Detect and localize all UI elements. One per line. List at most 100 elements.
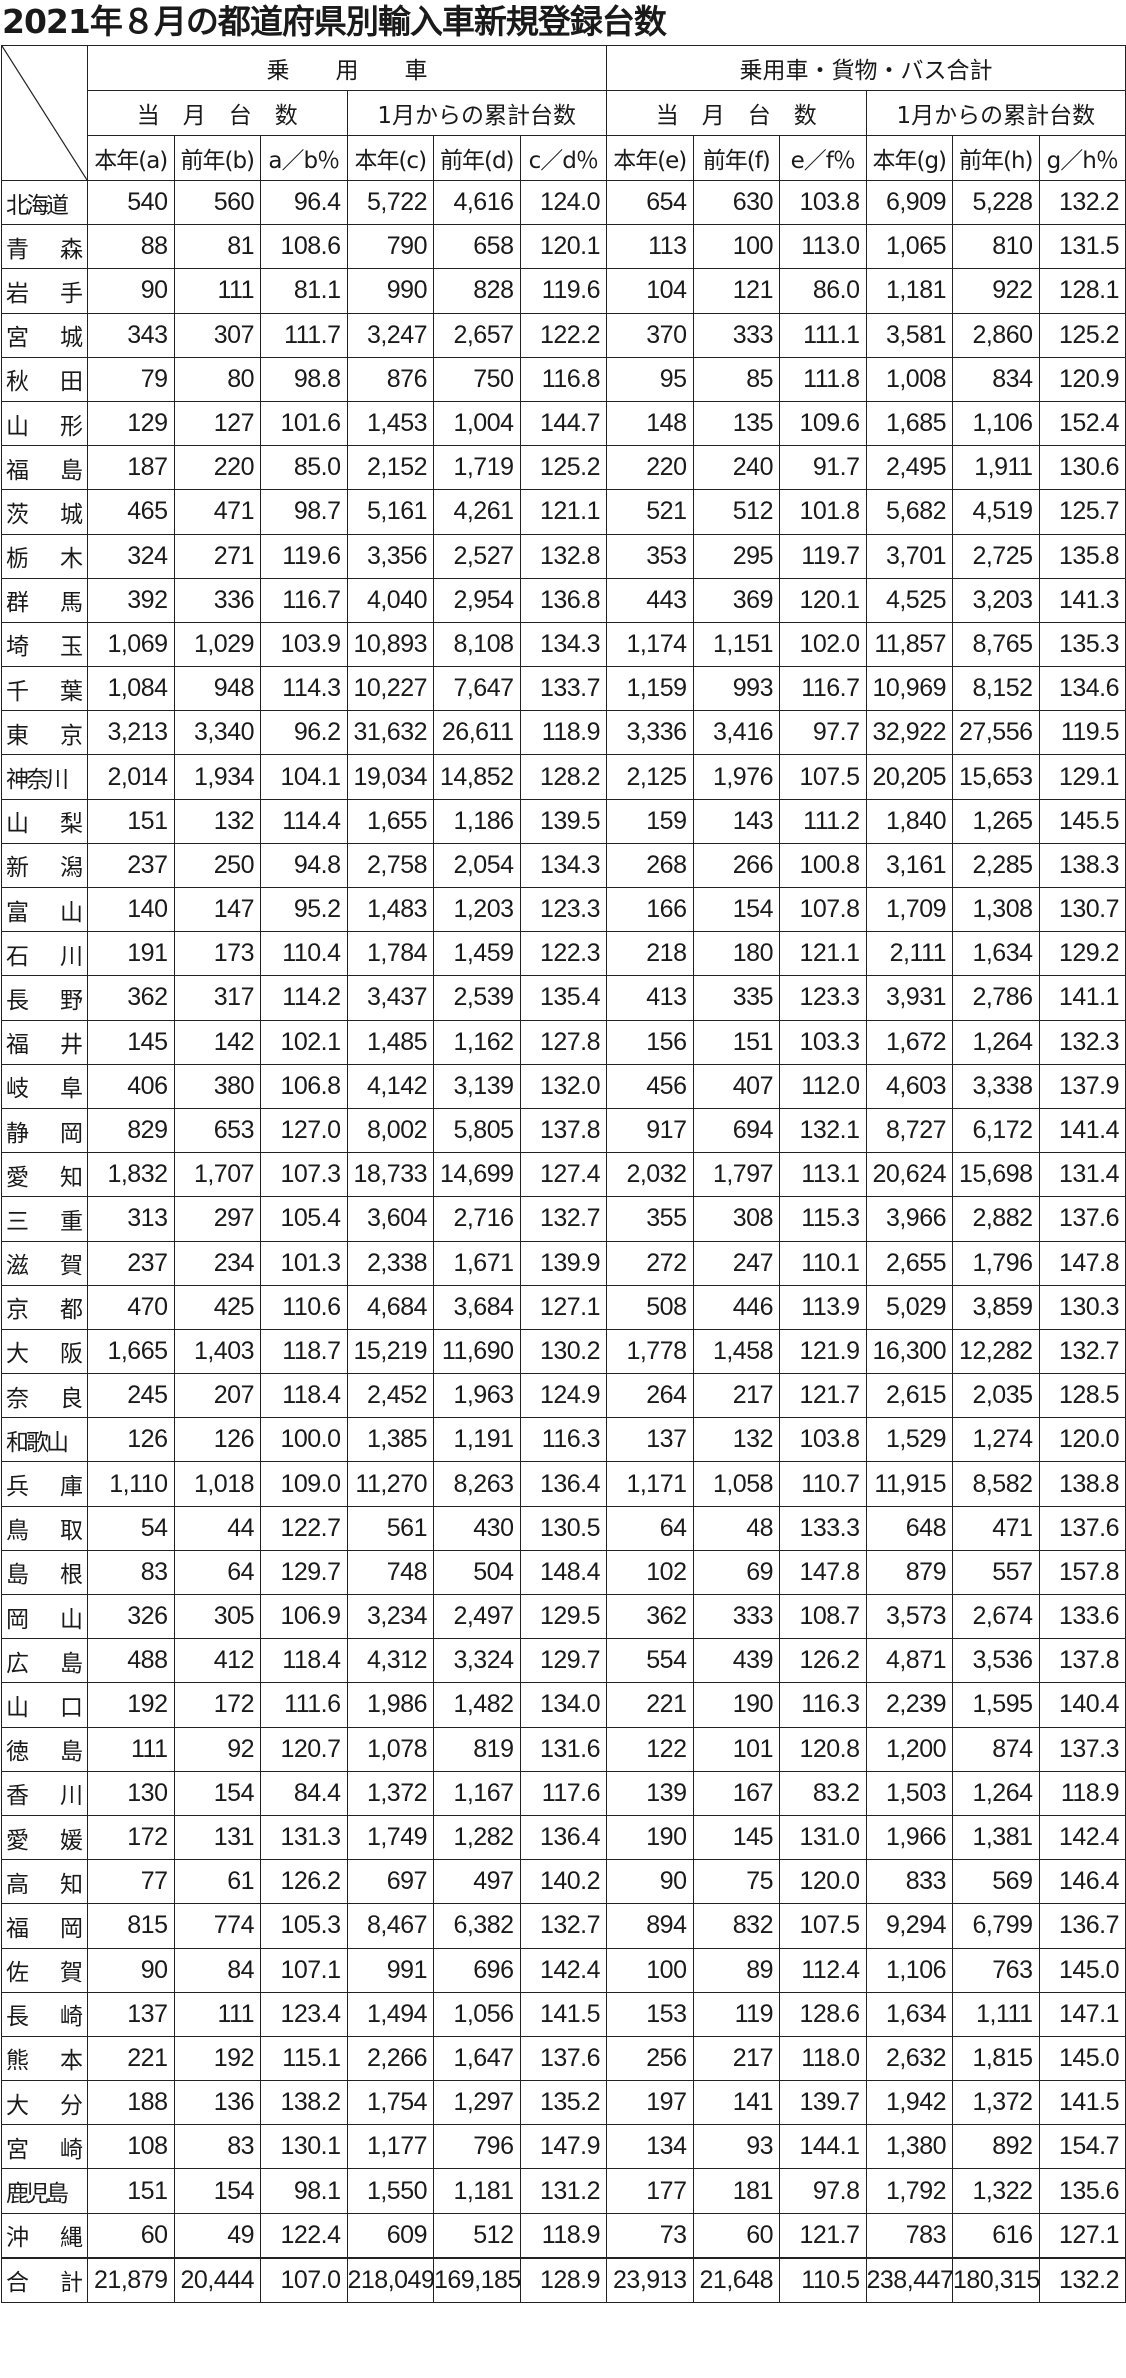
value-cell: 4,871 xyxy=(865,1638,953,1684)
column-header: 本年(g) xyxy=(865,135,953,181)
prefecture-name: 三重 xyxy=(1,1196,88,1242)
value-cell: 131.6 xyxy=(519,1726,607,1772)
prefecture-name: 千葉 xyxy=(1,666,88,712)
value-cell: 166 xyxy=(606,886,694,933)
value-cell: 3,931 xyxy=(865,975,953,1021)
value-cell: 181 xyxy=(692,2168,780,2214)
value-cell: 23,913 xyxy=(606,2256,694,2303)
value-cell: 113.9 xyxy=(779,1284,867,1330)
value-cell: 126 xyxy=(87,1417,175,1463)
column-header: e／f％ xyxy=(779,135,867,181)
value-cell: 1,069 xyxy=(87,621,175,668)
value-cell: 3,234 xyxy=(346,1593,434,1640)
prefecture-name: 島根 xyxy=(1,1549,88,1596)
prefecture-name: 茨城 xyxy=(1,489,88,535)
value-cell: 127.8 xyxy=(519,1019,607,1065)
prefecture-name: 石川 xyxy=(1,931,88,977)
prefecture-name: 宮崎 xyxy=(1,2124,88,2170)
value-cell: 430 xyxy=(433,1505,521,1551)
value-cell: 103.9 xyxy=(260,621,348,668)
value-cell: 465 xyxy=(87,489,175,535)
value-cell: 120.8 xyxy=(779,1726,867,1772)
prefecture-label: 群馬 xyxy=(6,590,83,617)
table-row: 千葉 1,084 948 114.3 10,227 7,647 133.7 1,159 993 1… xyxy=(1,666,1126,712)
value-cell: 148.4 xyxy=(519,1549,607,1596)
value-cell: 110.5 xyxy=(779,2256,867,2303)
value-cell: 245 xyxy=(87,1373,175,1419)
value-cell: 119.6 xyxy=(260,533,348,579)
value-cell: 136.4 xyxy=(519,1461,607,1507)
value-cell: 128.1 xyxy=(1038,268,1126,314)
value-cell: 111.2 xyxy=(779,798,867,844)
value-cell: 113.0 xyxy=(779,224,867,270)
value-cell: 1,264 xyxy=(952,1770,1040,1816)
value-cell: 1,754 xyxy=(346,2080,434,2126)
value-cell: 146.4 xyxy=(1038,1859,1126,1905)
total-row: 合計 21,879 20,444 107.0 218,049 169,185 128.9 23… xyxy=(1,2256,1126,2303)
value-cell: 456 xyxy=(606,1063,694,1109)
value-cell: 1,832 xyxy=(87,1152,175,1198)
value-cell: 11,690 xyxy=(433,1328,521,1375)
prefecture-name: 埼玉 xyxy=(1,621,88,668)
value-cell: 268 xyxy=(606,842,694,889)
value-cell: 132.7 xyxy=(1038,1328,1126,1375)
value-cell: 3,701 xyxy=(865,533,953,579)
value-cell: 1,942 xyxy=(865,2080,953,2126)
prefecture-name: 福島 xyxy=(1,445,88,491)
value-cell: 90 xyxy=(87,268,175,314)
prefecture-name: 大分 xyxy=(1,2080,88,2126)
value-cell: 131.5 xyxy=(1038,224,1126,270)
value-cell: 154 xyxy=(173,2168,261,2214)
value-cell: 152.4 xyxy=(1038,400,1126,447)
value-cell: 1,840 xyxy=(865,798,953,844)
table-row: 青森 88 81 108.6 790 658 120.1 113 100 113.0 1,065 81… xyxy=(1,224,1126,270)
value-cell: 114.2 xyxy=(260,975,348,1021)
value-cell: 991 xyxy=(346,1947,434,1993)
value-cell: 8,002 xyxy=(346,1107,434,1154)
column-header: g／h％ xyxy=(1038,135,1126,181)
prefecture-label: 千葉 xyxy=(6,678,83,705)
value-cell: 120.7 xyxy=(260,1726,348,1772)
value-cell: 343 xyxy=(87,312,175,358)
value-cell: 763 xyxy=(952,1947,1040,1993)
value-cell: 3,324 xyxy=(433,1638,521,1684)
value-cell: 132.2 xyxy=(1038,179,1126,226)
value-cell: 130.2 xyxy=(519,1328,607,1375)
value-cell: 412 xyxy=(173,1638,261,1684)
subheader-cumulative-1: 1月からの累計台数 xyxy=(346,90,607,136)
value-cell: 828 xyxy=(433,268,521,314)
value-cell: 96.2 xyxy=(260,710,348,756)
value-cell: 127.1 xyxy=(519,1284,607,1330)
table-row: 鳥取 54 44 122.7 561 430 130.5 64 48 133.3 648 471 137… xyxy=(1,1505,1126,1551)
value-cell: 89 xyxy=(692,1947,780,1993)
value-cell: 1,934 xyxy=(173,754,261,800)
value-cell: 1,459 xyxy=(433,931,521,977)
prefecture-name: 岩手 xyxy=(1,268,88,314)
value-cell: 218 xyxy=(606,931,694,977)
value-cell: 141.5 xyxy=(519,1991,607,2037)
value-cell: 1,111 xyxy=(952,1991,1040,2037)
value-cell: 98.8 xyxy=(260,356,348,402)
value-cell: 129.5 xyxy=(519,1593,607,1640)
value-cell: 3,859 xyxy=(952,1284,1040,1330)
value-cell: 14,852 xyxy=(433,754,521,800)
value-cell: 118.9 xyxy=(519,710,607,756)
value-cell: 128.2 xyxy=(519,754,607,800)
value-cell: 141.5 xyxy=(1038,2080,1126,2126)
value-cell: 512 xyxy=(433,2212,521,2259)
value-cell: 27,556 xyxy=(952,710,1040,756)
value-cell: 101.8 xyxy=(779,489,867,535)
column-header: c／d％ xyxy=(519,135,607,181)
value-cell: 137.6 xyxy=(1038,1505,1126,1551)
value-cell: 100 xyxy=(606,1947,694,1993)
value-cell: 560 xyxy=(173,179,261,226)
value-cell: 2,452 xyxy=(346,1373,434,1419)
value-cell: 136 xyxy=(173,2080,261,2126)
table-row: 長野 362 317 114.2 3,437 2,539 135.4 413 335 123.3 3… xyxy=(1,975,1126,1021)
value-cell: 4,616 xyxy=(433,179,521,226)
value-cell: 197 xyxy=(606,2080,694,2126)
value-cell: 1,200 xyxy=(865,1726,953,1772)
value-cell: 1,008 xyxy=(865,356,953,402)
prefecture-label: 香川 xyxy=(6,1783,83,1810)
value-cell: 829 xyxy=(87,1107,175,1154)
